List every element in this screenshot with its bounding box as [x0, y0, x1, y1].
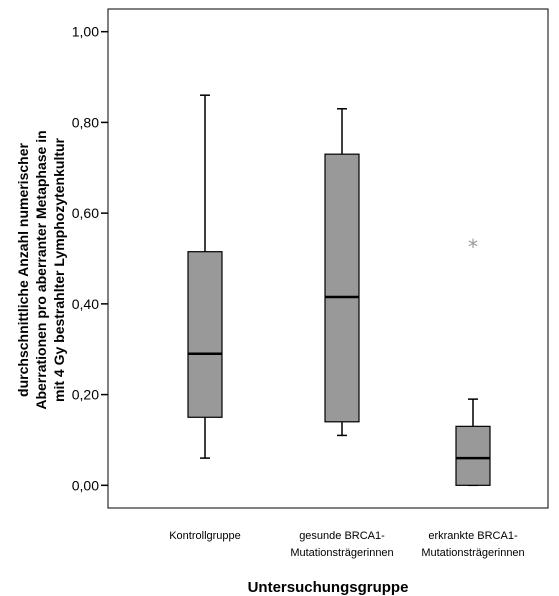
x-category-label: gesunde BRCA1-	[299, 530, 385, 542]
box-group	[324, 108, 360, 437]
box-group	[187, 94, 223, 459]
y-axis-title-line: mit 4 Gy bestrahlter Lymphozytenkultur	[51, 137, 67, 402]
y-axis-title-line: durchschnittliche Anzahl numerischer	[15, 143, 31, 397]
y-tick-label: 0,60	[72, 205, 99, 221]
x-category-label: Mutationsträgerinnen	[290, 547, 393, 559]
x-category-label: Mutationsträgerinnen	[421, 547, 524, 559]
outlier-marker: *	[468, 235, 478, 259]
iqr-box	[455, 425, 491, 486]
x-axis-title: Untersuchungsgruppe	[248, 579, 409, 596]
x-category-label: Kontrollgruppe	[169, 530, 241, 542]
y-tick-label: 0,20	[72, 387, 99, 403]
y-axis-title-line: Aberrationen pro aberranter Metaphase in	[33, 130, 49, 409]
iqr-box	[324, 153, 360, 423]
y-tick-label: 0,00	[72, 477, 99, 493]
y-tick-label: 0,80	[72, 114, 99, 130]
box-group: *	[455, 235, 491, 487]
y-tick-label: 0,40	[72, 296, 99, 312]
iqr-box	[187, 251, 223, 418]
y-tick-label: 1,00	[72, 24, 99, 40]
x-category-label: erkrankte BRCA1-	[428, 530, 518, 542]
plot-frame	[107, 8, 549, 509]
